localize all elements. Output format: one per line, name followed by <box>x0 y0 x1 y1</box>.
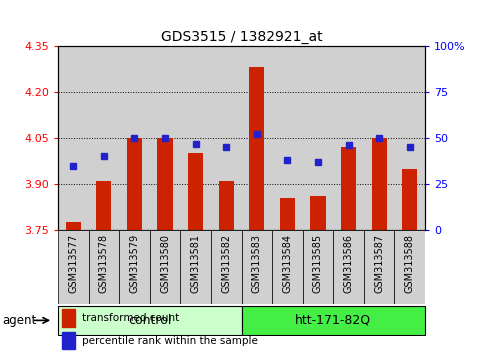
Bar <box>242 46 272 230</box>
Text: GSM313581: GSM313581 <box>191 234 200 293</box>
Text: GSM313584: GSM313584 <box>283 234 292 293</box>
Bar <box>272 46 303 230</box>
Bar <box>311 196 326 230</box>
Bar <box>364 46 395 230</box>
Bar <box>272 230 303 304</box>
Bar <box>242 230 272 304</box>
Text: GSM313583: GSM313583 <box>252 234 262 293</box>
Bar <box>242 306 425 335</box>
Bar <box>249 68 265 230</box>
Bar <box>66 222 81 230</box>
Bar <box>127 138 142 230</box>
Text: percentile rank within the sample: percentile rank within the sample <box>82 336 258 346</box>
Bar <box>157 138 173 230</box>
Bar <box>303 230 333 304</box>
Bar <box>58 230 88 304</box>
Text: htt-171-82Q: htt-171-82Q <box>295 314 371 327</box>
Bar <box>364 230 395 304</box>
Bar <box>188 153 203 230</box>
Bar <box>62 309 75 327</box>
Bar <box>341 147 356 230</box>
Bar <box>180 46 211 230</box>
Bar <box>219 181 234 230</box>
Bar <box>395 230 425 304</box>
Text: GSM313588: GSM313588 <box>405 234 415 293</box>
Bar <box>150 230 180 304</box>
Bar <box>395 46 425 230</box>
Bar <box>303 46 333 230</box>
Bar <box>371 138 387 230</box>
Bar <box>150 46 180 230</box>
Text: control: control <box>128 314 171 327</box>
Bar <box>58 306 242 335</box>
Bar <box>402 169 417 230</box>
Bar <box>88 230 119 304</box>
Bar <box>333 230 364 304</box>
Text: GSM313578: GSM313578 <box>99 234 109 293</box>
Bar <box>211 46 242 230</box>
Text: GSM313582: GSM313582 <box>221 234 231 293</box>
Bar <box>96 181 112 230</box>
Text: agent: agent <box>2 314 37 327</box>
Bar <box>333 46 364 230</box>
Text: GSM313587: GSM313587 <box>374 234 384 293</box>
Bar <box>58 46 88 230</box>
Text: GSM313586: GSM313586 <box>343 234 354 293</box>
Text: GSM313580: GSM313580 <box>160 234 170 293</box>
Title: GDS3515 / 1382921_at: GDS3515 / 1382921_at <box>161 30 322 44</box>
Text: transformed count: transformed count <box>82 313 180 323</box>
Bar <box>119 230 150 304</box>
Bar <box>280 198 295 230</box>
Text: GSM313577: GSM313577 <box>68 234 78 293</box>
Text: GSM313585: GSM313585 <box>313 234 323 293</box>
Bar <box>88 46 119 230</box>
Bar <box>180 230 211 304</box>
Bar <box>62 332 75 349</box>
Bar <box>119 46 150 230</box>
Bar <box>211 230 242 304</box>
Text: GSM313579: GSM313579 <box>129 234 140 293</box>
